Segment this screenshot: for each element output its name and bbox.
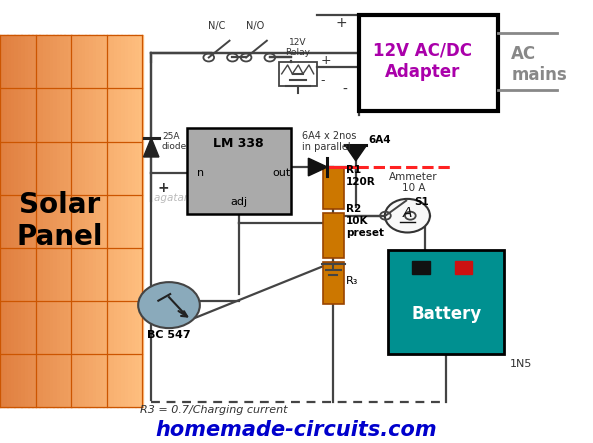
Bar [187,128,291,214]
Bar [82,35,86,407]
Bar [132,35,136,407]
Bar [103,35,107,407]
Bar [455,260,473,274]
Text: BC 547: BC 547 [147,330,191,340]
Text: n: n [197,168,205,178]
Text: out: out [272,168,290,178]
Text: adj: adj [230,198,247,207]
Bar [18,35,22,407]
Text: R₃: R₃ [346,276,359,286]
Text: -: - [320,74,325,87]
Bar [36,35,40,407]
Bar [75,35,79,407]
Text: homemade-circuits.com: homemade-circuits.com [156,420,437,440]
Bar [50,35,54,407]
Polygon shape [308,158,327,176]
Bar [11,35,15,407]
Text: 6A4 x 2nos
in parallel: 6A4 x 2nos in parallel [302,131,357,152]
Text: -: - [342,82,347,97]
Text: 12V
Relay: 12V Relay [285,38,311,58]
Text: N/O: N/O [246,21,264,31]
Bar [60,35,65,407]
Bar [110,35,114,407]
Text: Solar
Panel: Solar Panel [17,191,103,251]
Bar [89,35,93,407]
Text: N/C: N/C [208,21,225,31]
Bar [359,16,498,111]
Bar [85,35,90,407]
Bar [28,35,33,407]
Text: R2
10K
preset: R2 10K preset [346,204,384,237]
Bar [279,62,317,86]
Text: +: + [157,181,169,195]
Text: Battery: Battery [411,305,482,323]
Bar [117,35,122,407]
Bar [68,35,72,407]
Bar [93,35,97,407]
Bar [53,35,58,407]
Bar [0,35,4,407]
Bar [78,35,82,407]
Bar [323,262,344,304]
Text: 12V AC/DC
Adapter: 12V AC/DC Adapter [374,42,473,81]
Bar [43,35,47,407]
Bar [121,35,125,407]
Bar [323,167,344,209]
Bar [14,35,18,407]
Bar [64,35,68,407]
Circle shape [385,199,430,233]
Text: +: + [335,16,347,30]
Text: R1
120R: R1 120R [346,165,376,187]
Polygon shape [144,138,159,157]
Text: AC
mains: AC mains [511,45,567,84]
Bar [4,35,8,407]
Bar [114,35,118,407]
Bar [128,35,132,407]
Circle shape [138,282,200,328]
Bar [21,35,25,407]
Bar [388,250,504,354]
Bar [100,35,104,407]
Bar [39,35,43,407]
Bar [57,35,61,407]
Bar [107,35,111,407]
Text: A: A [403,206,412,221]
Text: S1: S1 [414,197,429,206]
Bar [412,260,430,274]
Bar [25,35,29,407]
Bar [135,35,139,407]
Polygon shape [345,145,366,161]
Text: 25A
diode: 25A diode [162,132,187,151]
Text: LM 338: LM 338 [213,137,264,150]
Text: 1N5: 1N5 [510,359,533,369]
Bar [7,35,11,407]
Text: R3 = 0.7/Charging current: R3 = 0.7/Charging current [140,405,287,416]
Bar [139,35,143,407]
Text: Ammeter
10 A: Ammeter 10 A [389,172,438,193]
Bar [125,35,129,407]
Bar [71,35,75,407]
Bar [323,214,344,258]
Text: agatam in....: agatam in.... [154,193,220,203]
Bar [46,35,50,407]
Bar [96,35,100,407]
Text: +: + [320,54,331,67]
Text: 6A4: 6A4 [369,135,391,145]
Bar [32,35,36,407]
